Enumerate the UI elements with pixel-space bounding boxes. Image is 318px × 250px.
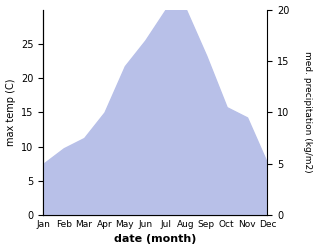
Y-axis label: med. precipitation (kg/m2): med. precipitation (kg/m2) <box>303 52 313 173</box>
Y-axis label: max temp (C): max temp (C) <box>5 78 16 146</box>
X-axis label: date (month): date (month) <box>114 234 197 244</box>
